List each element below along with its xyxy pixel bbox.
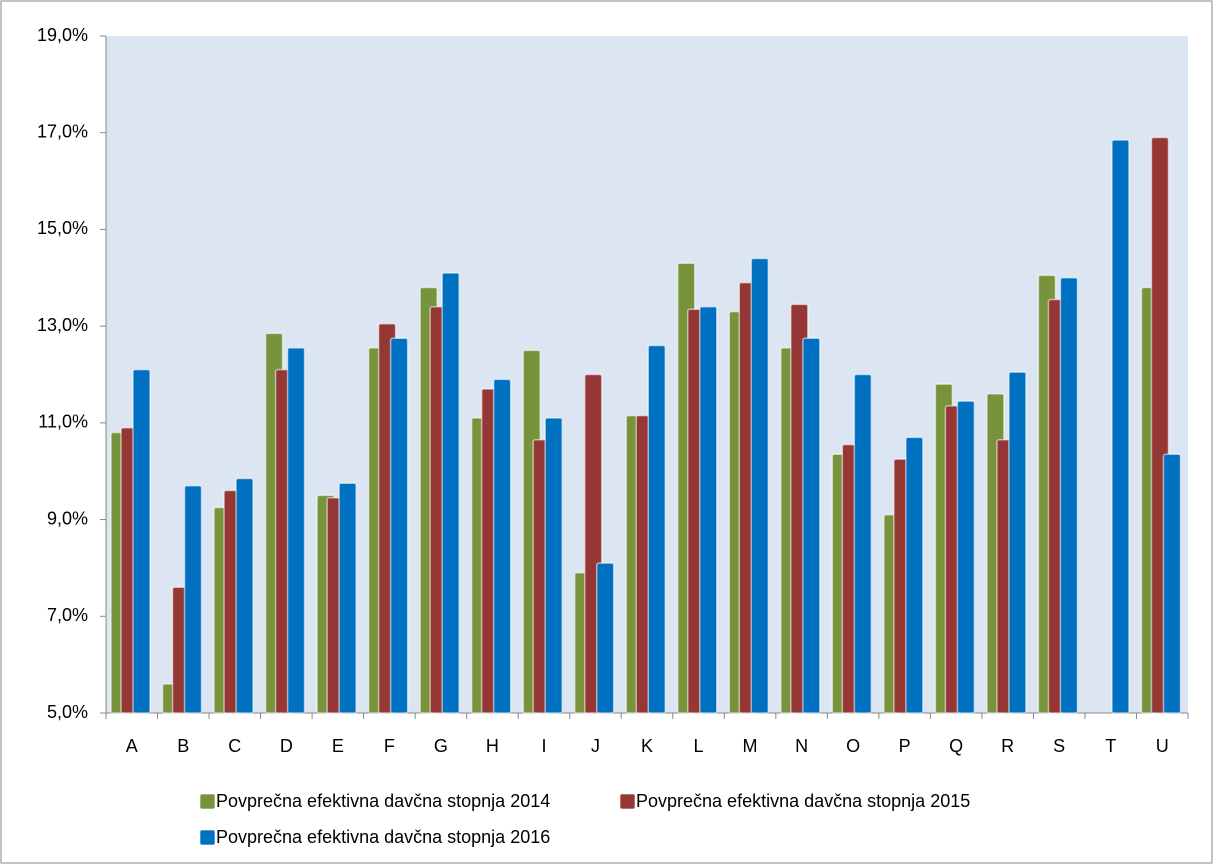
y-tick-label: 15,0%	[37, 218, 88, 238]
x-tick-label: R	[1001, 736, 1014, 756]
x-tick-label: D	[280, 736, 293, 756]
x-tick-label: C	[228, 736, 241, 756]
bar	[699, 306, 718, 714]
legend-marker	[199, 793, 216, 810]
bar	[1059, 277, 1079, 714]
x-tick-label: P	[899, 736, 911, 756]
y-tick-label: 17,0%	[37, 121, 88, 141]
bar	[338, 482, 357, 714]
x-tick-label: L	[694, 736, 704, 756]
bar	[441, 272, 460, 714]
bar	[1162, 453, 1182, 714]
x-tick-label: O	[846, 736, 860, 756]
bar	[1008, 371, 1027, 714]
x-tick-label: N	[795, 736, 808, 756]
y-tick-label: 11,0%	[38, 412, 88, 432]
x-tick-label: I	[541, 736, 546, 756]
x-tick-label: U	[1156, 736, 1169, 756]
bar	[1111, 139, 1130, 714]
x-tick-label: H	[486, 736, 499, 756]
legend-label: Povprečna efektivna davčna stopnja 2015	[636, 791, 970, 811]
y-tick-label: 13,0%	[37, 315, 88, 335]
x-tick-label: M	[743, 736, 758, 756]
bar	[544, 417, 563, 714]
bar	[802, 337, 821, 714]
x-tick-label: F	[384, 736, 395, 756]
x-tick-label: E	[332, 736, 344, 756]
legend-label: Povprečna efektivna davčna stopnja 2014	[216, 791, 550, 811]
legend-label: Povprečna efektivna davčna stopnja 2016	[216, 827, 550, 847]
bar	[956, 400, 976, 714]
bar	[235, 477, 254, 714]
y-tick-label: 19,0%	[37, 25, 88, 45]
y-tick-label: 5,0%	[47, 702, 88, 722]
bar	[132, 368, 151, 714]
bar	[595, 562, 615, 714]
bar	[286, 347, 306, 714]
legend-marker	[619, 793, 636, 810]
bar	[750, 257, 770, 714]
x-tick-label: A	[126, 736, 138, 756]
x-tick-label: G	[434, 736, 448, 756]
x-tick-label: B	[177, 736, 189, 756]
bar	[647, 344, 666, 714]
bar	[853, 373, 873, 714]
bar	[905, 436, 924, 714]
legend-marker	[199, 829, 216, 846]
x-tick-label: Q	[949, 736, 963, 756]
bar	[183, 484, 203, 714]
x-tick-label: S	[1053, 736, 1065, 756]
bar	[389, 337, 409, 714]
x-tick-label: J	[591, 736, 600, 756]
x-tick-label: K	[641, 736, 653, 756]
y-tick-label: 9,0%	[47, 508, 88, 528]
bar	[492, 378, 512, 714]
y-tick-label: 7,0%	[47, 605, 88, 625]
x-tick-label: T	[1105, 736, 1116, 756]
